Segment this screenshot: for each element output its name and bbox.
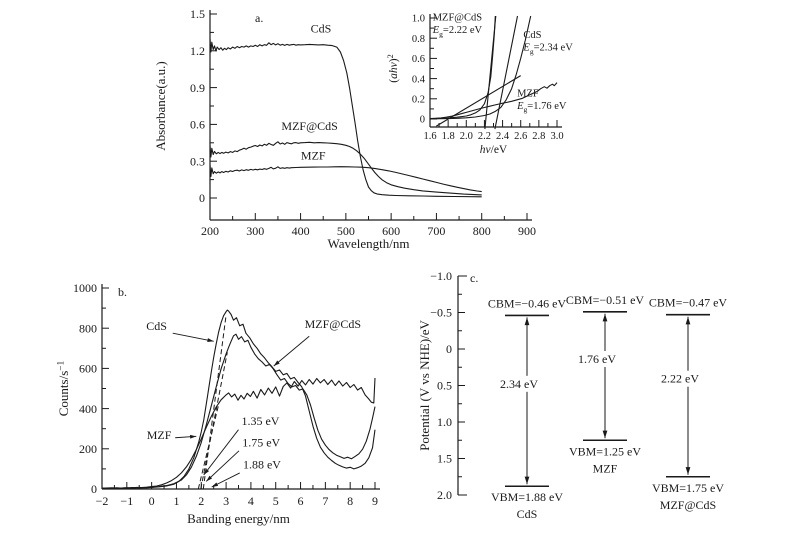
svg-text:VBM=1.88 eV: VBM=1.88 eV	[491, 490, 563, 504]
svg-text:0.3: 0.3	[190, 154, 205, 168]
svg-text:Counts/s−1: Counts/s−1	[56, 360, 71, 416]
svg-text:MZF@CdS: MZF@CdS	[281, 119, 337, 133]
svg-text:−1: −1	[120, 494, 133, 508]
svg-text:CBM=−0.47 eV: CBM=−0.47 eV	[649, 296, 728, 310]
svg-text:Eg=1.76 eV: Eg=1.76 eV	[516, 101, 567, 114]
svg-text:4: 4	[248, 494, 254, 508]
svg-text:3: 3	[223, 494, 229, 508]
svg-text:200: 200	[201, 224, 219, 238]
svg-text:600: 600	[79, 362, 97, 376]
svg-text:MZF@CdS: MZF@CdS	[433, 13, 483, 24]
svg-text:Eg=2.34 eV: Eg=2.34 eV	[522, 43, 573, 56]
svg-text:700: 700	[427, 224, 445, 238]
svg-text:a.: a.	[255, 11, 263, 25]
band-alignment-diagram: −1.0 −0.5 0 0.5 1.0 1.5 2.0 Potential (V vs NHE…	[417, 269, 728, 521]
svg-text:600: 600	[382, 224, 400, 238]
svg-text:1000: 1000	[73, 281, 97, 295]
svg-text:2.0: 2.0	[437, 488, 452, 502]
svg-text:900: 900	[518, 224, 536, 238]
svg-text:500: 500	[337, 224, 355, 238]
svg-text:1.5: 1.5	[437, 452, 452, 466]
svg-text:MZF@CdS: MZF@CdS	[305, 317, 361, 331]
svg-text:c.: c.	[470, 271, 478, 285]
svg-text:Potential (V vs NHE)/eV: Potential (V vs NHE)/eV	[417, 319, 432, 450]
svg-text:2.0: 2.0	[460, 131, 473, 142]
svg-text:CdS: CdS	[523, 30, 541, 41]
svg-text:MZF: MZF	[517, 88, 539, 99]
svg-text:0.6: 0.6	[190, 118, 205, 132]
svg-text:7: 7	[322, 494, 328, 508]
svg-text:2: 2	[198, 494, 204, 508]
svg-text:1.5: 1.5	[190, 7, 205, 21]
svg-text:2.8: 2.8	[532, 131, 545, 142]
svg-text:CdS: CdS	[517, 507, 538, 521]
svg-text:CdS: CdS	[146, 319, 167, 333]
svg-text:300: 300	[246, 224, 264, 238]
svg-text:0.5: 0.5	[437, 379, 452, 393]
svg-text:2.4: 2.4	[496, 131, 510, 142]
svg-text:MZF@CdS: MZF@CdS	[660, 498, 716, 512]
svg-text:0.9: 0.9	[190, 81, 205, 95]
svg-text:1.2: 1.2	[190, 44, 205, 58]
svg-text:1.35 eV: 1.35 eV	[241, 414, 279, 428]
svg-text:hv/eV: hv/eV	[480, 144, 508, 156]
svg-text:800: 800	[79, 321, 97, 335]
svg-text:2.6: 2.6	[514, 131, 527, 142]
svg-text:VBM=1.25 eV: VBM=1.25 eV	[569, 444, 641, 458]
svg-text:1.0: 1.0	[412, 14, 425, 25]
svg-text:2.22 eV: 2.22 eV	[661, 372, 699, 386]
svg-text:0: 0	[199, 191, 205, 205]
svg-text:1.6: 1.6	[423, 131, 436, 142]
xps-valence-band-chart: −2 −1 0 1 2 3 4 5 6 7 8 9 0 200 400 600 800 1000 Banding e…	[56, 281, 380, 526]
svg-text:3.0: 3.0	[550, 131, 563, 142]
svg-text:1.76 eV: 1.76 eV	[578, 352, 616, 366]
svg-text:1.0: 1.0	[437, 415, 452, 429]
svg-text:1.8: 1.8	[442, 131, 455, 142]
svg-text:b.: b.	[118, 285, 127, 299]
svg-text:MZF: MZF	[593, 461, 618, 475]
svg-text:0: 0	[420, 115, 425, 126]
svg-text:−1.0: −1.0	[430, 269, 452, 283]
svg-text:1.88 eV: 1.88 eV	[243, 457, 281, 471]
svg-text:200: 200	[79, 442, 97, 456]
svg-text:400: 400	[79, 402, 97, 416]
svg-text:1: 1	[173, 494, 179, 508]
svg-text:400: 400	[292, 224, 310, 238]
svg-text:2.34 eV: 2.34 eV	[500, 377, 538, 391]
svg-text:−2: −2	[96, 494, 109, 508]
svg-text:Absorbance(a.u.): Absorbance(a.u.)	[153, 61, 168, 151]
svg-text:0: 0	[91, 482, 97, 496]
svg-text:Eg=2.22 eV: Eg=2.22 eV	[432, 25, 483, 38]
svg-text:9: 9	[372, 494, 378, 508]
svg-text:Wavelength/nm: Wavelength/nm	[328, 236, 410, 251]
svg-text:0.2: 0.2	[412, 94, 425, 105]
svg-text:0: 0	[446, 342, 452, 356]
svg-text:−0.5: −0.5	[430, 306, 452, 320]
svg-text:800: 800	[473, 224, 491, 238]
svg-text:0.6: 0.6	[412, 54, 425, 65]
svg-text:6: 6	[298, 494, 304, 508]
uv-vis-absorbance-chart: 200 300 400 500 600 700 800 900 0 0.3 0.6 0.9 1.2 1.5…	[153, 7, 573, 251]
svg-text:0.8: 0.8	[412, 34, 425, 45]
svg-text:CBM=−0.46 eV: CBM=−0.46 eV	[488, 296, 567, 310]
svg-text:0.4: 0.4	[412, 74, 426, 85]
svg-text:VBM=1.75 eV: VBM=1.75 eV	[652, 481, 724, 495]
svg-text:CBM=−0.51 eV: CBM=−0.51 eV	[566, 293, 645, 307]
svg-text:2.2: 2.2	[478, 131, 491, 142]
svg-text:MZF: MZF	[147, 428, 172, 442]
svg-text:CdS: CdS	[311, 21, 332, 35]
svg-text:1.75 eV: 1.75 eV	[242, 435, 280, 449]
svg-text:5: 5	[273, 494, 279, 508]
svg-text:8: 8	[347, 494, 353, 508]
svg-text:0: 0	[149, 494, 155, 508]
svg-text:Banding energy/nm: Banding energy/nm	[187, 511, 290, 526]
svg-text:(ahv)2: (ahv)2	[386, 54, 400, 82]
svg-text:MZF: MZF	[301, 148, 326, 162]
